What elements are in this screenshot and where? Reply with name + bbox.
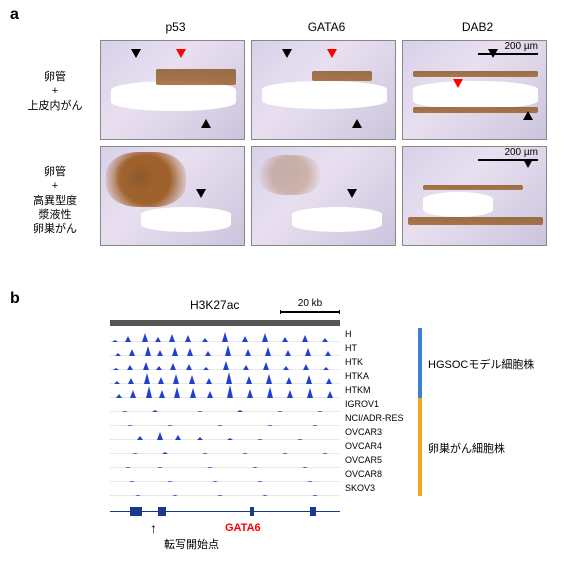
track-row-skov3: SKOV3 xyxy=(110,482,340,496)
track-row-ovcar8: OVCAR8 xyxy=(110,468,340,482)
track-label: IGROV1 xyxy=(345,399,379,409)
track-row-ovcar3: OVCAR3 xyxy=(110,426,340,440)
arrowhead-black-icon xyxy=(282,49,292,58)
gene-line xyxy=(110,511,340,512)
group-label-hgsoc: HGSOCモデル細胞株 xyxy=(428,356,534,372)
track-container: HHTHTKHTKAHTKMIGROV1NCI/ADR-RESOVCAR3OVC… xyxy=(110,320,340,496)
micrograph-1-2: 200 µm xyxy=(402,146,547,246)
track-label: HTKM xyxy=(345,385,371,395)
track-label: H xyxy=(345,329,352,339)
micrograph-0-0 xyxy=(100,40,245,140)
track-label: OVCAR3 xyxy=(345,427,382,437)
track-label: HTK xyxy=(345,357,363,367)
track-label: SKOV3 xyxy=(345,483,375,493)
kb-scalebar: 20 kb xyxy=(280,298,340,313)
row1-line1: 卵管 xyxy=(10,70,100,84)
track-header-bar xyxy=(110,320,340,326)
track-label: OVCAR8 xyxy=(345,469,382,479)
group-label-ovarian: 卵巣がん細胞株 xyxy=(428,440,505,456)
tss-arrow-icon: ↑ xyxy=(150,520,157,536)
kb-scale-label: 20 kb xyxy=(280,298,340,309)
row2-line5: 卵巣がん xyxy=(10,222,100,236)
arrowhead-black-icon xyxy=(196,189,206,198)
group-bar-hgsoc xyxy=(418,328,422,398)
micrograph-1-1 xyxy=(251,146,396,246)
tss-label: 転写開始点 xyxy=(164,536,219,552)
micrograph-0-2: 200 µm xyxy=(402,40,547,140)
row-label-2: 卵管 + 高異型度 漿液性 卵巣がん xyxy=(10,165,100,236)
group-bar-ovarian xyxy=(418,398,422,496)
track-label: NCI/ADR-RES xyxy=(345,413,404,423)
track-row-ovcar5: OVCAR5 xyxy=(110,454,340,468)
arrowhead-black-icon xyxy=(131,49,141,58)
col-header-gata6: GATA6 xyxy=(251,20,402,34)
micrograph-grid: 200 µm 200 µm xyxy=(100,40,547,246)
panel-b-label: b xyxy=(10,290,20,308)
arrowhead-red-icon xyxy=(327,49,337,58)
exon xyxy=(250,507,254,516)
track-label: OVCAR4 xyxy=(345,441,382,451)
track-label: HT xyxy=(345,343,357,353)
panel-a-column-headers: p53 GATA6 DAB2 xyxy=(100,20,553,34)
track-row-htk: HTK xyxy=(110,356,340,370)
arrowhead-black-icon xyxy=(201,119,211,128)
arrowhead-black-icon xyxy=(352,119,362,128)
track-row-nciadrres: NCI/ADR-RES xyxy=(110,412,340,426)
track-row-htka: HTKA xyxy=(110,370,340,384)
track-row-igrov1: IGROV1 xyxy=(110,398,340,412)
micrograph-1-0 xyxy=(100,146,245,246)
col-header-dab2: DAB2 xyxy=(402,20,553,34)
exon xyxy=(310,507,316,516)
panel-a-label: a xyxy=(10,6,19,24)
row-label-1: 卵管 + 上皮内がん xyxy=(10,70,100,113)
exon xyxy=(130,507,142,516)
row2-line2: + xyxy=(10,179,100,193)
track-row-ovcar4: OVCAR4 xyxy=(110,440,340,454)
row2-line4: 漿液性 xyxy=(10,208,100,222)
track-row-htkm: HTKM xyxy=(110,384,340,398)
scalebar xyxy=(478,159,538,161)
gene-track xyxy=(110,502,340,522)
micrograph-0-1 xyxy=(251,40,396,140)
track-label: OVCAR5 xyxy=(345,455,382,465)
arrowhead-red-icon xyxy=(453,79,463,88)
scalebar xyxy=(478,53,538,55)
row1-line2: + xyxy=(10,84,100,98)
arrowhead-black-icon xyxy=(347,189,357,198)
gene-name-label: GATA6 xyxy=(225,522,261,534)
row2-line1: 卵管 xyxy=(10,165,100,179)
arrowhead-red-icon xyxy=(176,49,186,58)
exon xyxy=(158,507,166,516)
scalebar-label: 200 µm xyxy=(504,41,538,52)
row2-line3: 高異型度 xyxy=(10,194,100,208)
col-header-p53: p53 xyxy=(100,20,251,34)
track-row-ht: HT xyxy=(110,342,340,356)
arrowhead-black-icon xyxy=(523,111,533,120)
row1-line3: 上皮内がん xyxy=(10,99,100,113)
track-row-h: H xyxy=(110,328,340,342)
scalebar-label: 200 µm xyxy=(504,147,538,158)
h3k27ac-label: H3K27ac xyxy=(190,298,239,312)
track-label: HTKA xyxy=(345,371,369,381)
